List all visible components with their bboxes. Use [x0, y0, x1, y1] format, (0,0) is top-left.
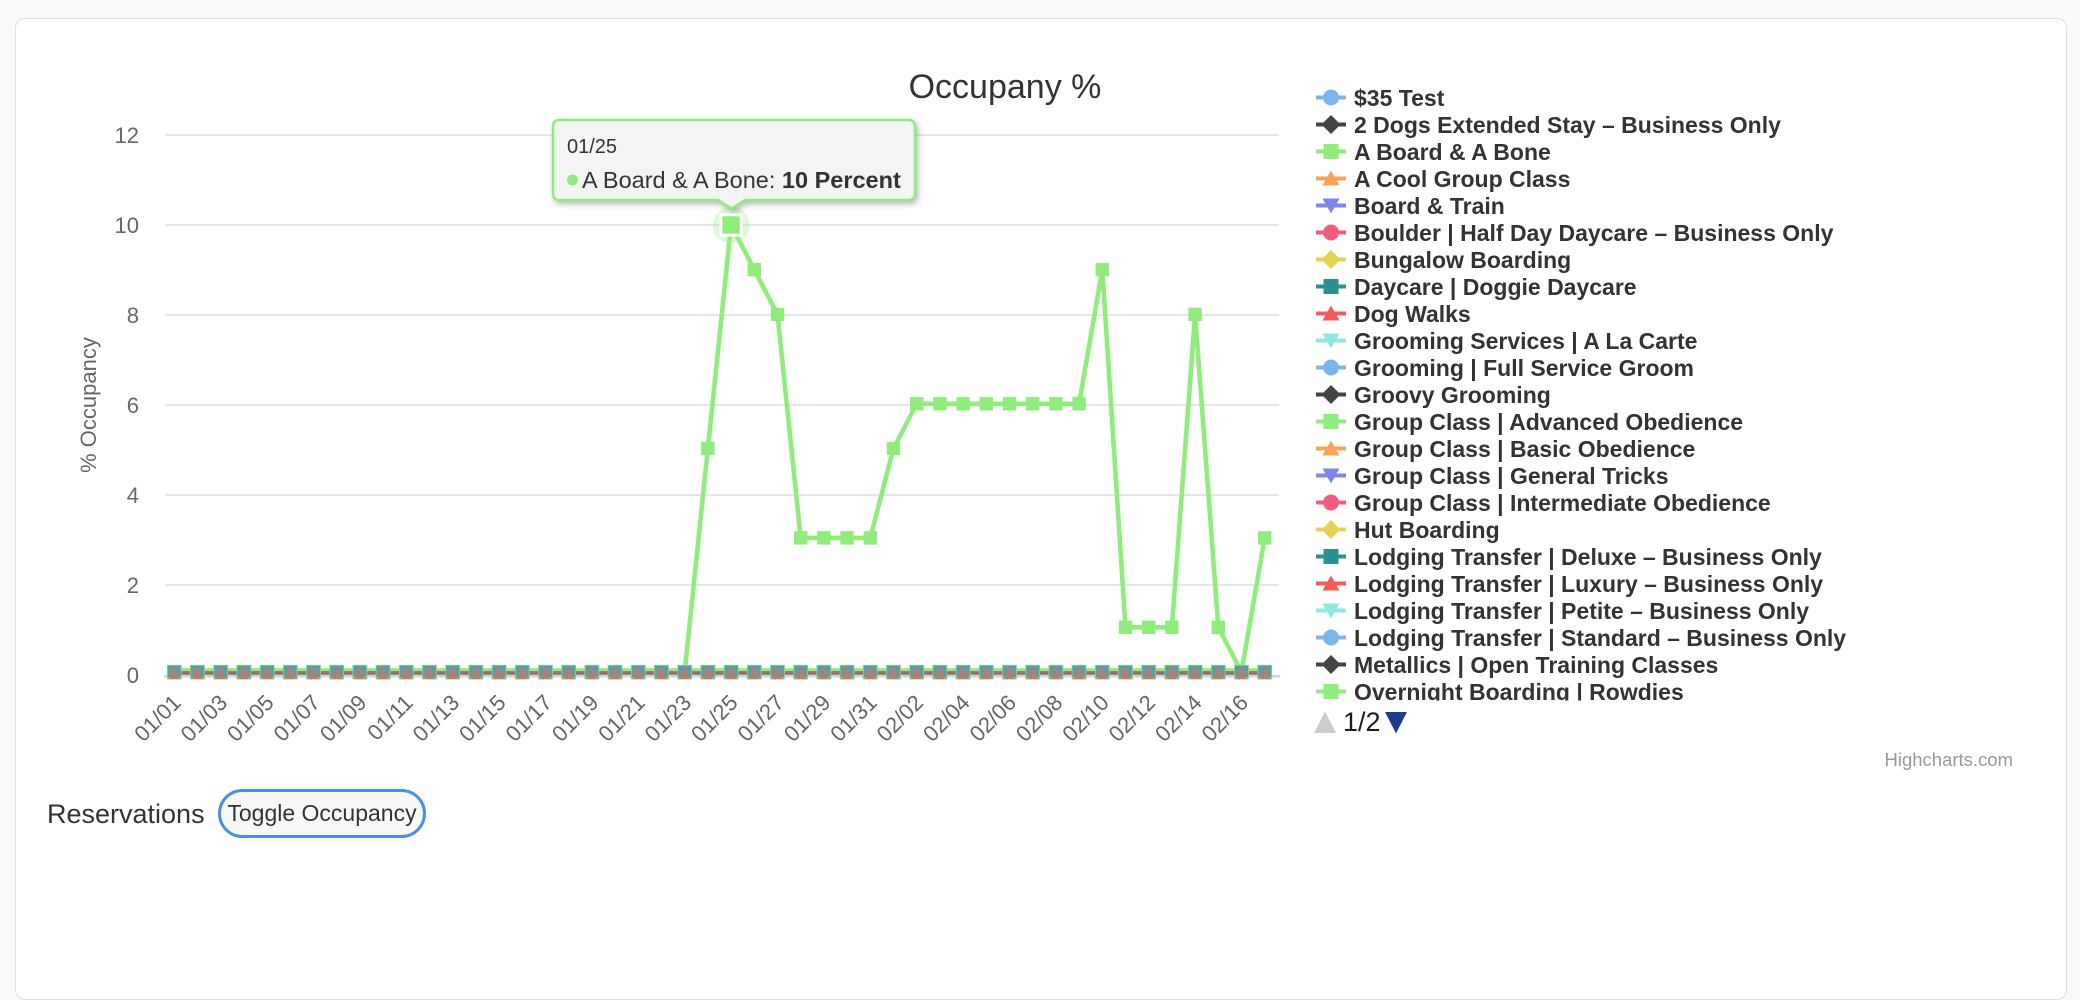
svg-text:01/19: 01/19 [547, 690, 604, 747]
svg-text:01/29: 01/29 [779, 690, 836, 747]
svg-text:1/2: 1/2 [1343, 707, 1381, 737]
svg-text:01/11: 01/11 [362, 690, 417, 745]
svg-text:12: 12 [115, 123, 139, 148]
svg-text:Grooming Services | A La Carte: Grooming Services | A La Carte [1354, 328, 1697, 354]
svg-text:Metallics | Open Training Clas: Metallics | Open Training Classes [1354, 652, 1718, 678]
svg-text:Group Class | Basic Obedience: Group Class | Basic Obedience [1354, 436, 1695, 462]
svg-text:01/15: 01/15 [454, 690, 511, 747]
svg-text:Hut Boarding: Hut Boarding [1354, 517, 1500, 543]
svg-text:02/16: 02/16 [1196, 690, 1253, 747]
svg-text:02/06: 02/06 [964, 690, 1021, 747]
svg-text:02/14: 02/14 [1150, 690, 1207, 747]
svg-text:Lodging Transfer | Deluxe – Bu: Lodging Transfer | Deluxe – Business Onl… [1354, 544, 1822, 570]
svg-text:02/02: 02/02 [872, 690, 929, 747]
svg-text:02/12: 02/12 [1104, 690, 1161, 747]
svg-text:Highcharts.com: Highcharts.com [1884, 749, 2013, 770]
svg-text:01/25: 01/25 [686, 690, 743, 747]
svg-text:01/05: 01/05 [222, 690, 279, 747]
svg-text:01/09: 01/09 [315, 690, 372, 747]
svg-text:Group Class | Advanced Obedien: Group Class | Advanced Obedience [1354, 409, 1743, 435]
svg-text:Grooming | Full Service Groom: Grooming | Full Service Groom [1354, 355, 1694, 381]
svg-text:01/31: 01/31 [825, 690, 882, 747]
svg-text:8: 8 [127, 303, 139, 328]
svg-text:01/13: 01/13 [408, 690, 465, 747]
svg-text:01/21: 01/21 [593, 690, 650, 747]
svg-text:Lodging Transfer | Petite – Bu: Lodging Transfer | Petite – Business Onl… [1354, 598, 1809, 624]
svg-text:4: 4 [127, 483, 139, 508]
svg-text:A Board & A Bone: 10 Percent: A Board & A Bone: 10 Percent [582, 167, 901, 193]
svg-text:% Occupancy: % Occupancy [76, 337, 101, 473]
svg-text:Occupany %: Occupany % [909, 68, 1102, 106]
svg-text:01/17: 01/17 [500, 690, 557, 747]
svg-text:$35 Test: $35 Test [1354, 85, 1445, 111]
svg-text:A Board & A Bone: A Board & A Bone [1354, 139, 1551, 165]
svg-text:01/03: 01/03 [176, 690, 233, 747]
svg-text:Group Class | Intermediate Obe: Group Class | Intermediate Obedience [1354, 490, 1771, 516]
svg-text:01/07: 01/07 [268, 690, 325, 747]
svg-text:01/23: 01/23 [640, 690, 697, 747]
svg-text:Bungalow Boarding: Bungalow Boarding [1354, 247, 1571, 273]
svg-text:01/01: 01/01 [129, 690, 186, 747]
svg-text:6: 6 [127, 393, 139, 418]
svg-text:0: 0 [127, 663, 139, 688]
svg-text:Boulder | Half Day Daycare – B: Boulder | Half Day Daycare – Business On… [1354, 220, 1834, 246]
svg-text:Lodging Transfer | Luxury – Bu: Lodging Transfer | Luxury – Business Onl… [1354, 571, 1823, 597]
svg-text:Group Class | General Tricks: Group Class | General Tricks [1354, 463, 1669, 489]
svg-text:01/27: 01/27 [732, 690, 789, 747]
svg-text:Groovy Grooming: Groovy Grooming [1354, 382, 1551, 408]
svg-text:A Cool Group Class: A Cool Group Class [1354, 166, 1570, 192]
svg-text:Board & Train: Board & Train [1354, 193, 1505, 219]
svg-text:02/10: 02/10 [1057, 690, 1114, 747]
svg-text:Overnight Boarding | Rowdies: Overnight Boarding | Rowdies [1354, 679, 1684, 705]
svg-text:2 Dogs Extended Stay – Busines: 2 Dogs Extended Stay – Business Only [1354, 112, 1781, 138]
svg-text:Daycare | Doggie Daycare: Daycare | Doggie Daycare [1354, 274, 1637, 300]
svg-text:Dog Walks: Dog Walks [1354, 301, 1471, 327]
svg-text:02/04: 02/04 [918, 690, 975, 747]
svg-text:2: 2 [127, 573, 139, 598]
svg-text:02/08: 02/08 [1011, 690, 1068, 747]
svg-text:01/25: 01/25 [567, 136, 617, 158]
svg-text:10: 10 [115, 213, 139, 238]
svg-text:Lodging Transfer | Standard –: Lodging Transfer | Standard – Business O… [1354, 625, 1846, 651]
